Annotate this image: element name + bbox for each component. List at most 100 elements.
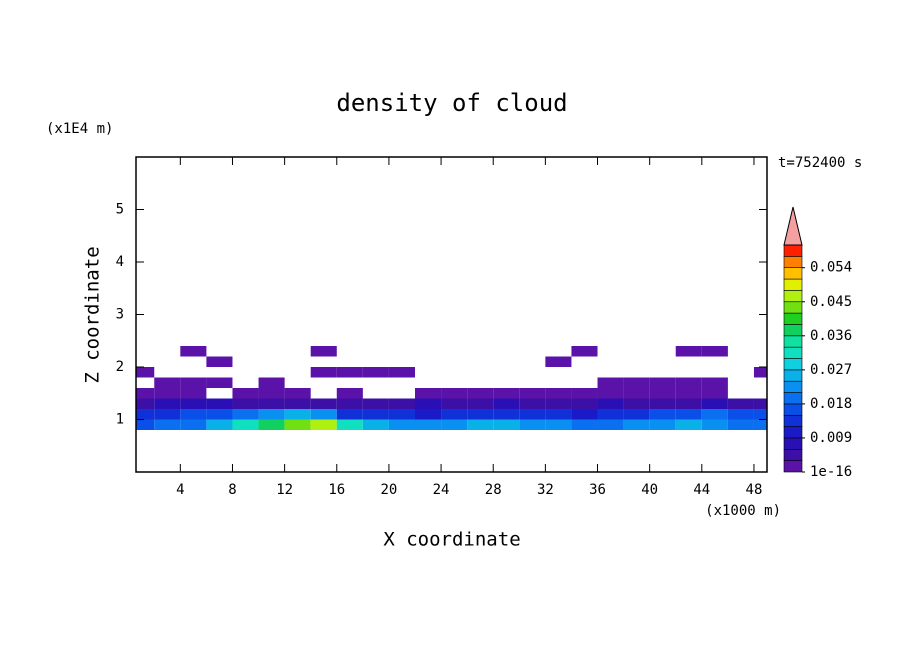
contour-cell [675, 409, 702, 420]
contour-cell [493, 398, 520, 409]
contour-cell [362, 367, 389, 378]
contour-cell [154, 377, 181, 388]
contour-cell [545, 356, 572, 367]
contour-cell [701, 398, 728, 409]
contour-cell [545, 398, 572, 409]
contour-cell [232, 398, 259, 409]
contour-cell [519, 388, 546, 399]
contour-cell [571, 398, 598, 409]
colorbar-label: 0.018 [810, 396, 852, 412]
colorbar-box [783, 346, 803, 359]
contour-cell [701, 409, 728, 420]
contour-cell [258, 419, 285, 430]
contour-cell [441, 409, 468, 420]
colorbar-box [783, 267, 803, 280]
colorbar-box [783, 392, 803, 405]
contour-cell [675, 398, 702, 409]
x-tick-label: 48 [746, 482, 763, 498]
contour-cell [206, 409, 233, 420]
contour-cell [701, 377, 728, 388]
colorbar-box [783, 448, 803, 461]
contour-cell [388, 409, 415, 420]
contour-cell [336, 409, 363, 420]
x-tick-label: 16 [328, 482, 345, 498]
contour-cell [362, 419, 389, 430]
colorbar-box [783, 278, 803, 291]
contour-cell [136, 409, 155, 420]
y-unit: (x1E4 m) [46, 121, 113, 137]
colorbar-box [783, 380, 803, 393]
contour-cell [571, 409, 598, 420]
colorbar-box [783, 335, 803, 348]
contour-cell [649, 377, 676, 388]
contour-cell [597, 409, 624, 420]
contour-cell [675, 419, 702, 430]
colorbar-label: 0.027 [810, 362, 852, 378]
contour-cell [180, 377, 207, 388]
contour-cell [571, 388, 598, 399]
contour-cell [154, 409, 181, 420]
contour-cell [519, 419, 546, 430]
contour-cell [623, 388, 650, 399]
colorbar-box [783, 324, 803, 337]
contour-cell [493, 388, 520, 399]
contour-cell [649, 419, 676, 430]
contour-cell [336, 367, 363, 378]
contour-cell [336, 388, 363, 399]
contour-cell [623, 377, 650, 388]
x-tick-label: 32 [537, 482, 554, 498]
contour-cell [258, 377, 285, 388]
contour-cell [336, 398, 363, 409]
colorbar-box [783, 244, 803, 257]
contour-cell [701, 419, 728, 430]
contour-cell [545, 419, 572, 430]
x-tick-label: 4 [176, 482, 184, 498]
contour-cell [571, 419, 598, 430]
contour-cell [362, 409, 389, 420]
contour-cell [753, 409, 767, 420]
contour-cell [623, 409, 650, 420]
y-tick-label: 5 [116, 202, 124, 218]
contour-cell [232, 419, 259, 430]
contour-cell [136, 367, 155, 378]
contour-cell [284, 398, 311, 409]
contour-cell [727, 409, 754, 420]
chart-title: density of cloud [336, 89, 567, 117]
colorbar-box [783, 460, 803, 473]
contour-cell [180, 419, 207, 430]
colorbar-box [783, 426, 803, 439]
contour-cell [310, 398, 337, 409]
y-tick-label: 1 [116, 412, 124, 428]
contour-cell [519, 398, 546, 409]
contour-cell [467, 398, 494, 409]
contour-cell [284, 419, 311, 430]
contour-cell [180, 398, 207, 409]
contour-cell [649, 388, 676, 399]
x-tick-label: 36 [589, 482, 606, 498]
x-tick-label: 20 [380, 482, 397, 498]
contour-cell [441, 398, 468, 409]
colorbar-box [783, 403, 803, 416]
contour-cell [597, 419, 624, 430]
colorbar-box [783, 414, 803, 427]
contour-cell [727, 398, 754, 409]
contour-cell [388, 398, 415, 409]
contour-cell [701, 388, 728, 399]
contour-cell [414, 419, 442, 430]
contour-cell [675, 388, 702, 399]
contour-cell [597, 398, 624, 409]
contour-cell [441, 419, 468, 430]
contour-cell [362, 398, 389, 409]
time-annotation: t=752400 s [778, 155, 862, 171]
contour-cell [136, 419, 155, 430]
contour-cell [571, 346, 598, 357]
contour-cell [136, 398, 155, 409]
contour-cell [753, 398, 767, 409]
colorbar-box [783, 358, 803, 371]
x-tick-label: 40 [641, 482, 658, 498]
x-tick-label: 12 [276, 482, 293, 498]
contour-cell [388, 419, 415, 430]
contour-cell [258, 398, 285, 409]
colorbar-label: 0.054 [810, 260, 852, 276]
